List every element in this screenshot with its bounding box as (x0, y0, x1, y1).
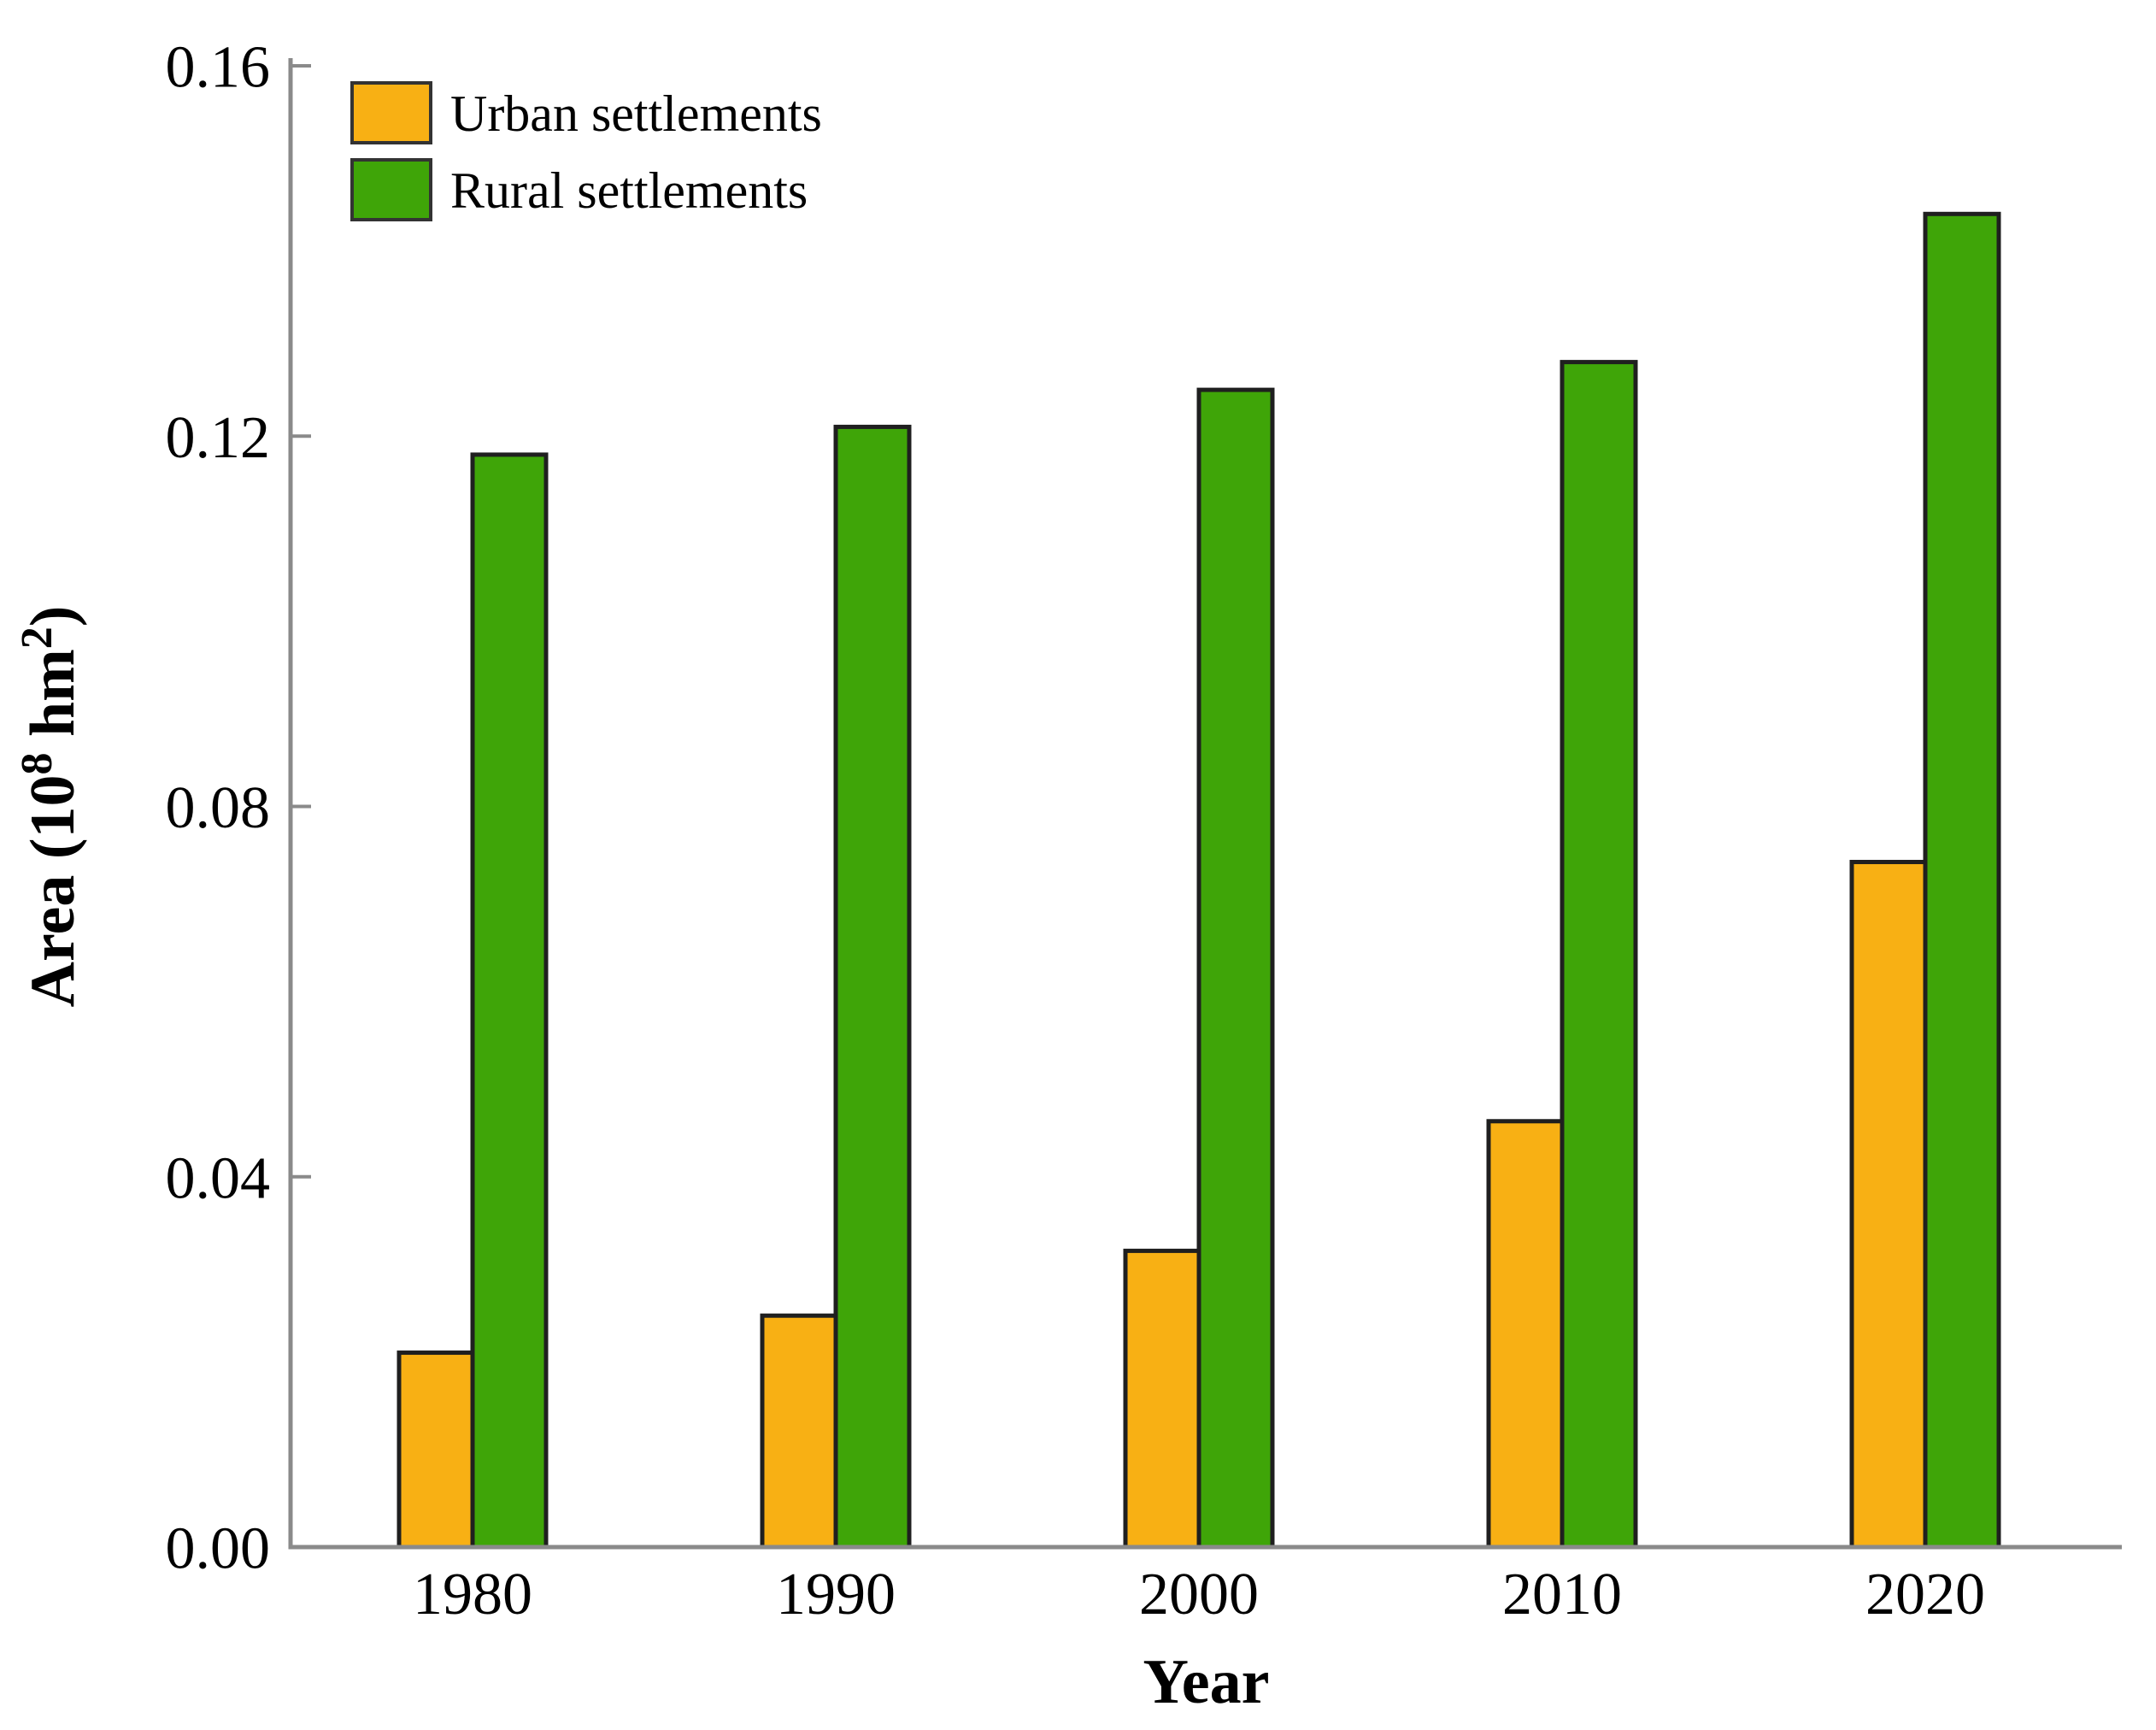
bar-urban-settlements-2020 (1849, 859, 1928, 1550)
bar-urban-settlements-2010 (1486, 1119, 1565, 1550)
legend-swatch-rural-settlements (350, 158, 432, 221)
x-tick-label: 2010 (1502, 1562, 1622, 1627)
bar-rural-settlements-1980 (470, 452, 549, 1550)
bar-rural-settlements-2000 (1196, 387, 1275, 1550)
y-axis-title: Area (108 hm2) (13, 606, 88, 1008)
bar-rural-settlements-1990 (833, 424, 912, 1550)
x-tick-label: 2020 (1865, 1562, 1985, 1627)
x-axis-title: Year (1143, 1647, 1270, 1717)
bar-urban-settlements-1990 (760, 1313, 838, 1550)
bar-urban-settlements-2000 (1123, 1248, 1201, 1550)
bar-rural-settlements-2010 (1560, 360, 1638, 1550)
bar-rural-settlements-2020 (1923, 211, 2001, 1550)
legend-label-rural-settlements: Rural settlements (450, 162, 808, 219)
x-tick-label: 1990 (776, 1562, 896, 1627)
y-tick-label: 0.00 (166, 1516, 271, 1582)
y-tick-label: 0.16 (166, 35, 271, 101)
legend-swatch-urban-settlements (350, 81, 432, 144)
x-tick-label: 1980 (413, 1562, 532, 1627)
y-tick-label: 0.08 (166, 775, 271, 841)
y-tick-label: 0.04 (166, 1145, 271, 1211)
bar-urban-settlements-1980 (397, 1350, 475, 1550)
y-tick-label: 0.12 (166, 405, 271, 471)
legend-label-urban-settlements: Urban settlements (450, 85, 822, 142)
x-tick-label: 2000 (1139, 1562, 1259, 1627)
